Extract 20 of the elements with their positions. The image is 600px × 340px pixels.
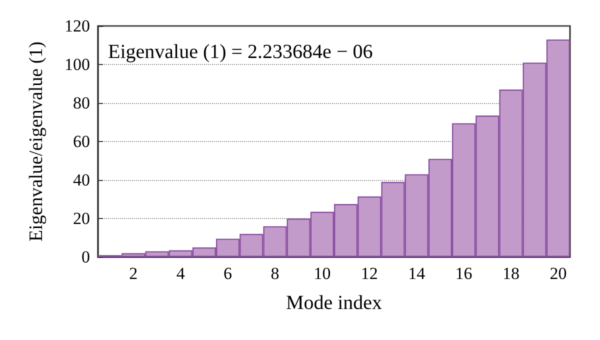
x-tick-label: 4 (176, 264, 186, 283)
y-tick-label: 100 (64, 55, 90, 74)
x-tick-label: 18 (502, 264, 520, 283)
y-tick-label: 20 (73, 209, 90, 228)
y-tick-label: 80 (73, 94, 90, 112)
x-tick-label: 14 (408, 264, 426, 283)
y-axis-title: Eigenvalue/eigenvalue (1) (26, 42, 47, 242)
y-tick-label: 0 (82, 248, 90, 266)
x-tick-label: 2 (129, 264, 138, 283)
x-tick-label: 8 (270, 264, 280, 283)
y-tick-label: 120 (64, 16, 90, 36)
x-axis-title: Mode index (286, 292, 382, 314)
x-tick-label: 12 (360, 264, 378, 283)
x-tick-label: 6 (224, 264, 232, 283)
y-tick-label: 60 (73, 132, 90, 151)
x-tick-label: 16 (455, 264, 472, 283)
x-tick-label: 10 (314, 264, 331, 283)
annotation: Eigenvalue (1) = 2.233684e − 06 (108, 41, 373, 63)
x-tick-label: 20 (550, 264, 567, 283)
y-tick-label: 40 (73, 170, 90, 190)
